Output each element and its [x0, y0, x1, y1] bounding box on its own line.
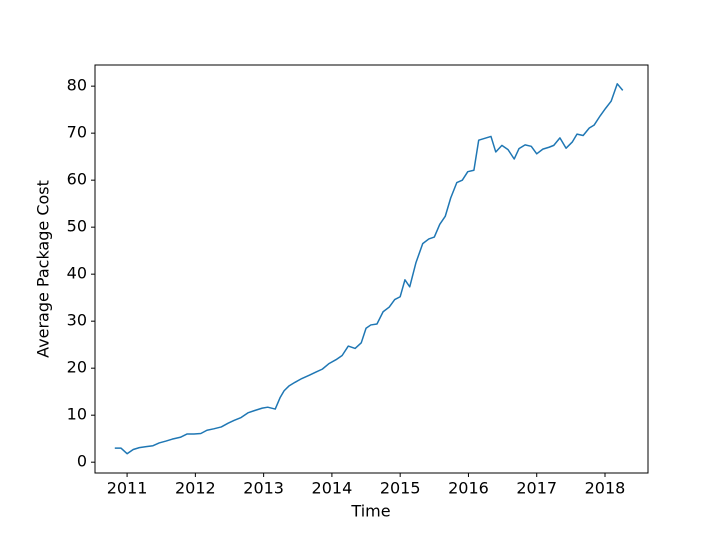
data-line — [114, 83, 624, 455]
x-tick-label: 2016 — [448, 479, 489, 498]
y-tick-label: 80 — [67, 76, 87, 95]
y-tick-label: 60 — [67, 170, 87, 189]
x-axis-label: Time — [350, 502, 390, 521]
plot-frame — [94, 64, 649, 474]
y-tick-label: 10 — [67, 405, 87, 424]
y-tick-label: 70 — [67, 123, 87, 142]
y-tick-label: 20 — [67, 358, 87, 377]
x-tick-label: 2015 — [380, 479, 421, 498]
y-tick-label: 40 — [67, 264, 87, 283]
x-tick-label: 2013 — [243, 479, 284, 498]
x-tick-label: 2017 — [516, 479, 557, 498]
y-tick-label: 0 — [77, 452, 87, 471]
y-tick-label: 50 — [67, 217, 87, 236]
x-tick-label: 2018 — [585, 479, 626, 498]
y-tick-label: 30 — [67, 311, 87, 330]
x-tick-label: 2014 — [312, 479, 353, 498]
x-tick-label: 2011 — [107, 479, 148, 498]
x-tick-label: 2012 — [175, 479, 216, 498]
y-axis-label: Average Package Cost — [34, 180, 53, 358]
